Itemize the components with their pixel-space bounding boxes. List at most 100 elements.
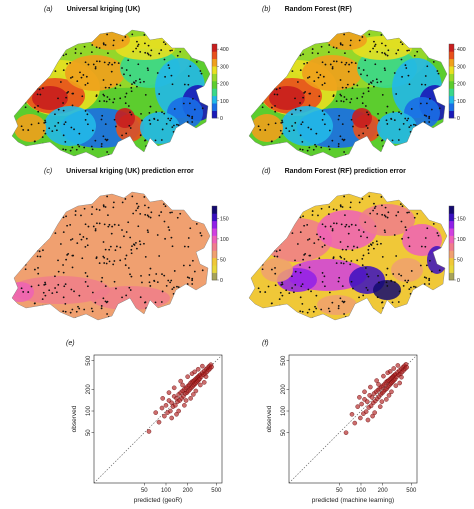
station-point	[172, 286, 175, 289]
station-point	[428, 115, 431, 118]
station-point	[341, 123, 344, 126]
station-point	[278, 298, 281, 301]
station-point	[204, 315, 207, 317]
station-point	[395, 214, 398, 217]
station-point	[385, 112, 388, 114]
station-point	[146, 214, 149, 217]
station-point	[361, 257, 364, 260]
station-point	[391, 301, 394, 304]
station-point	[430, 270, 433, 273]
station-point	[323, 82, 326, 85]
station-point	[41, 232, 44, 235]
station-point	[163, 220, 166, 223]
station-point	[38, 245, 41, 248]
station-point	[284, 53, 287, 56]
station-point	[66, 224, 69, 227]
station-point	[57, 283, 60, 286]
colorbar-segment	[212, 81, 217, 89]
map-surface-region	[115, 108, 135, 128]
data-point	[399, 374, 404, 380]
station-point	[387, 49, 390, 52]
station-point	[48, 127, 51, 130]
data-point	[395, 363, 401, 368]
station-point	[41, 136, 44, 139]
colorbar-segment	[212, 66, 217, 74]
station-point	[384, 215, 387, 218]
station-point	[352, 245, 355, 248]
station-point	[311, 52, 314, 54]
station-point	[339, 255, 342, 258]
station-point	[180, 198, 183, 201]
station-point	[303, 224, 306, 227]
station-point	[367, 113, 370, 116]
station-point	[299, 148, 302, 151]
data-point	[153, 410, 159, 415]
station-point	[315, 307, 318, 310]
station-point	[262, 242, 265, 245]
station-point	[323, 113, 326, 116]
station-point	[397, 301, 400, 303]
station-point	[257, 287, 260, 290]
station-point	[169, 211, 172, 214]
station-point	[407, 74, 410, 77]
station-point	[187, 237, 190, 239]
station-point	[164, 75, 166, 78]
station-point	[381, 42, 383, 45]
station-point	[271, 50, 274, 53]
station-point	[103, 100, 106, 102]
station-point	[168, 229, 171, 231]
station-point	[143, 80, 145, 83]
data-point	[183, 398, 189, 403]
station-point	[401, 205, 404, 208]
station-point	[24, 106, 27, 109]
station-point	[318, 36, 321, 39]
station-point	[98, 209, 101, 211]
station-point	[73, 290, 75, 293]
station-point	[438, 301, 441, 304]
station-point	[352, 83, 355, 86]
station-point	[331, 301, 334, 304]
station-point	[274, 110, 277, 113]
station-point	[256, 314, 259, 317]
station-point	[113, 118, 116, 121]
station-point	[79, 233, 81, 236]
station-point	[273, 238, 275, 240]
station-point	[361, 264, 364, 267]
station-point	[136, 45, 139, 48]
station-point	[62, 148, 65, 151]
station-point	[69, 223, 72, 226]
station-point	[144, 51, 147, 54]
station-point	[315, 132, 318, 135]
station-point	[272, 70, 275, 73]
station-point	[380, 242, 382, 245]
station-point	[279, 129, 282, 132]
station-point	[84, 152, 87, 155]
data-point	[393, 383, 399, 388]
station-point	[39, 255, 42, 258]
station-point	[328, 310, 331, 313]
station-point	[376, 243, 379, 246]
station-point	[291, 113, 293, 116]
station-point	[62, 54, 65, 57]
station-point	[100, 305, 103, 307]
station-point	[65, 258, 68, 261]
station-point	[82, 74, 85, 76]
station-point	[96, 222, 98, 225]
station-point	[332, 94, 335, 97]
data-point	[372, 410, 377, 415]
station-point	[144, 139, 146, 142]
station-point	[256, 254, 258, 257]
station-point	[64, 148, 67, 151]
station-point	[121, 305, 124, 308]
colorbar-frame	[211, 43, 218, 119]
station-point	[287, 217, 290, 220]
station-point	[117, 62, 120, 65]
station-point	[280, 234, 283, 237]
data-point	[171, 385, 177, 391]
station-point	[372, 79, 374, 82]
station-point	[115, 125, 117, 128]
station-point	[112, 39, 115, 42]
data-point	[188, 396, 193, 401]
station-point	[354, 62, 357, 65]
station-point	[165, 284, 168, 287]
